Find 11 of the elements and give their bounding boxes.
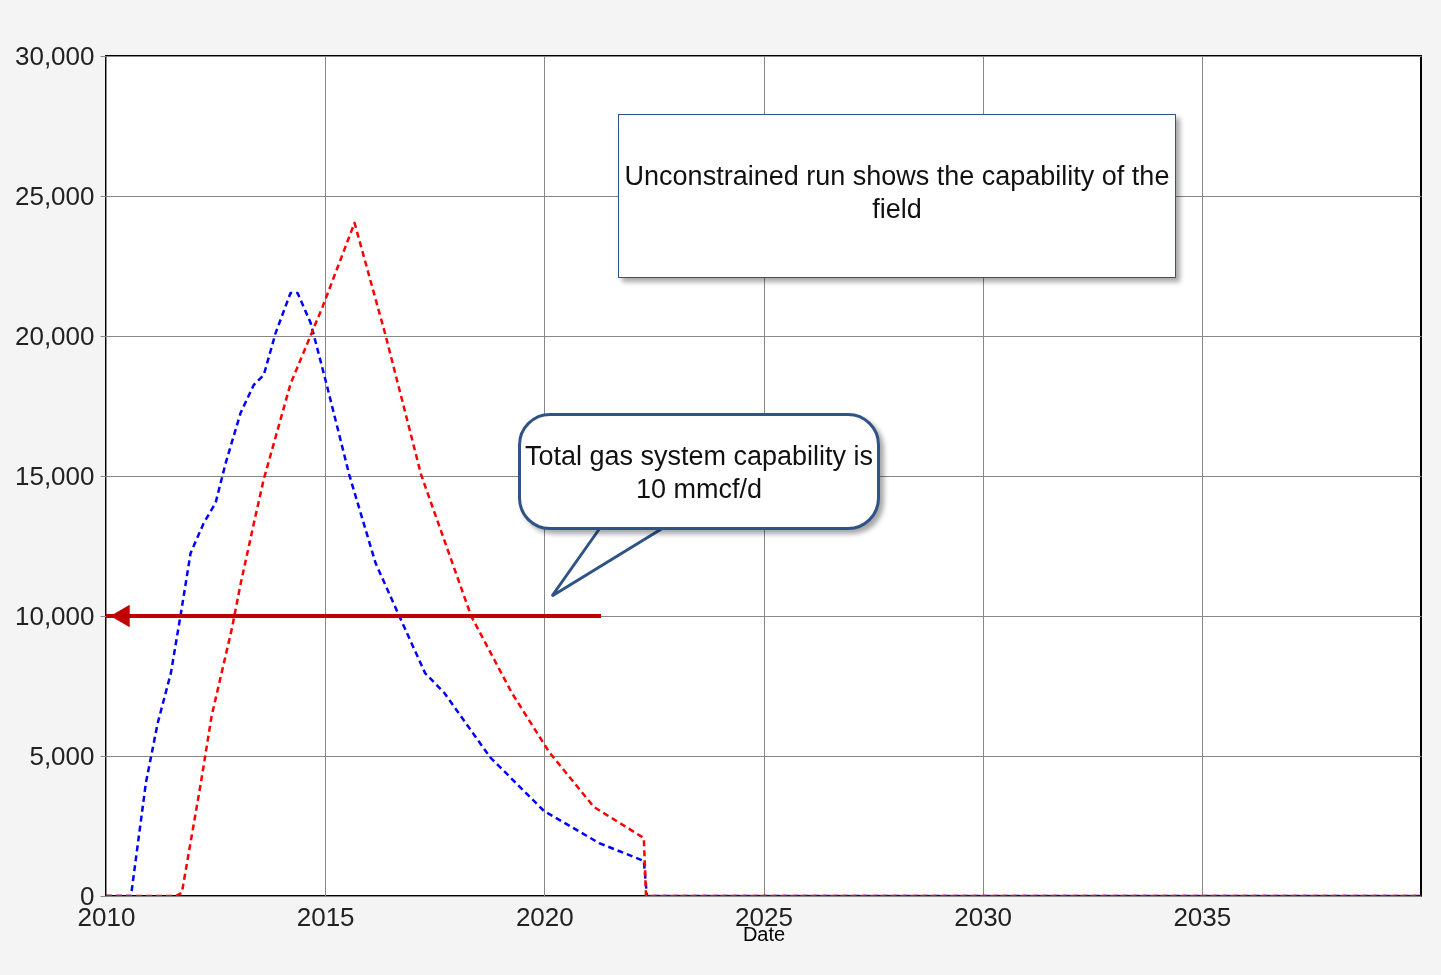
y-tick-label: 10,000 [14,600,95,631]
y-tick-label: 15,000 [14,460,95,491]
y-tick-label: 20,000 [14,320,95,351]
y-tick-label: 25,000 [14,180,95,211]
text-box: Unconstrained run shows the capability of the field [618,114,1176,278]
y-tick-label: 30,000 [14,40,95,71]
x-tick-label: 2030 [954,901,1013,932]
x-tick-label: 2035 [1173,901,1232,932]
y-tick-label: 5,000 [29,740,95,771]
x-tick-label: 2020 [515,901,574,932]
x-tick-label: 2015 [296,901,355,932]
